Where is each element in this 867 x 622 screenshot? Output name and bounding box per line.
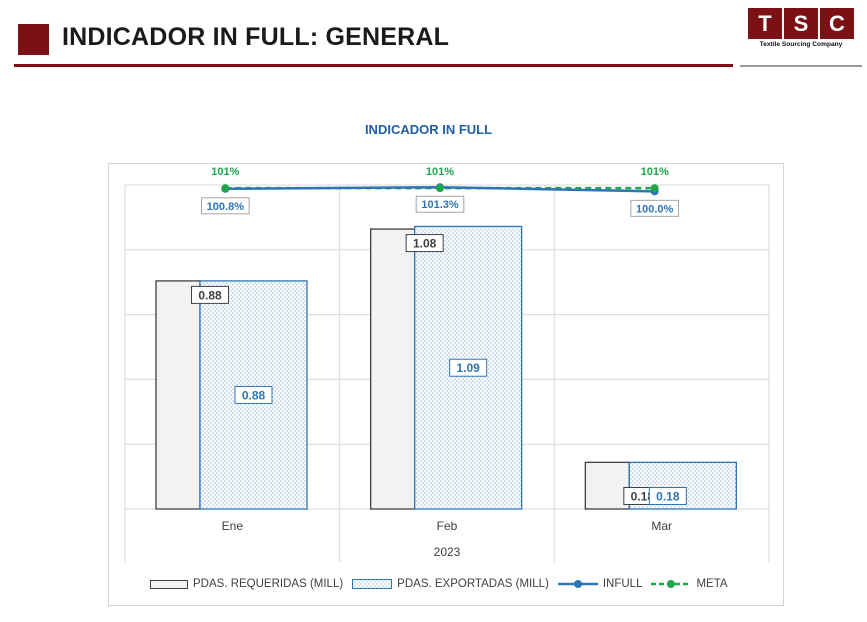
label-requeridas: 0.88 — [192, 286, 229, 303]
label-requeridas-text: 0.88 — [198, 288, 222, 302]
label-exportadas-text: 0.88 — [242, 388, 266, 402]
label-meta: 101% — [641, 166, 669, 178]
x-tick-label: Feb — [437, 519, 458, 533]
label-infull-text: 100.0% — [636, 203, 674, 215]
label-requeridas-text: 1.08 — [413, 237, 437, 251]
label-exportadas-text: 1.09 — [456, 361, 480, 375]
legend-item-requeridas: PDAS. REQUERIDAS (MILL) — [150, 578, 343, 590]
x-group-label: 2023 — [434, 545, 461, 559]
label-infull-text: 101.3% — [421, 199, 459, 211]
legend-swatch-requeridas — [150, 580, 188, 589]
legend-swatch-exportadas — [352, 579, 392, 589]
x-tick-label: Ene — [222, 519, 244, 533]
bar-requeridas — [156, 281, 200, 509]
legend-item-exportadas: PDAS. EXPORTADAS (MILL) — [352, 578, 549, 590]
bar-requeridas — [371, 229, 415, 509]
label-exportadas-text: 0.18 — [656, 490, 680, 504]
legend-label-exportadas: PDAS. EXPORTADAS (MILL) — [397, 578, 549, 590]
label-exportadas: 0.18 — [649, 488, 686, 505]
label-infull-text: 100.8% — [207, 201, 245, 213]
legend-item-infull: INFULL — [558, 578, 643, 590]
label-exportadas: 0.88 — [235, 386, 272, 403]
legend-label-meta: META — [696, 578, 727, 590]
legend-swatch-infull — [558, 579, 598, 589]
legend-item-meta: META — [651, 578, 727, 590]
chart-bars — [156, 226, 736, 509]
legend-label-infull: INFULL — [603, 578, 643, 590]
point-meta — [221, 184, 229, 192]
point-meta — [436, 184, 444, 192]
label-requeridas: 1.08 — [406, 235, 443, 252]
label-infull: 101.3% — [416, 196, 464, 212]
label-infull: 100.8% — [202, 198, 250, 214]
label-meta: 101% — [426, 166, 454, 178]
legend-swatch-meta — [651, 579, 691, 589]
label-infull: 100.0% — [631, 200, 679, 216]
label-meta: 101% — [211, 166, 239, 178]
bar-requeridas — [585, 462, 629, 509]
point-meta — [651, 184, 659, 192]
legend-label-requeridas: PDAS. REQUERIDAS (MILL) — [193, 578, 343, 590]
chart-legend: PDAS. REQUERIDAS (MILL) PDAS. EXPORTADAS… — [150, 578, 737, 590]
label-exportadas: 1.09 — [450, 359, 487, 376]
x-tick-label: Mar — [651, 519, 672, 533]
